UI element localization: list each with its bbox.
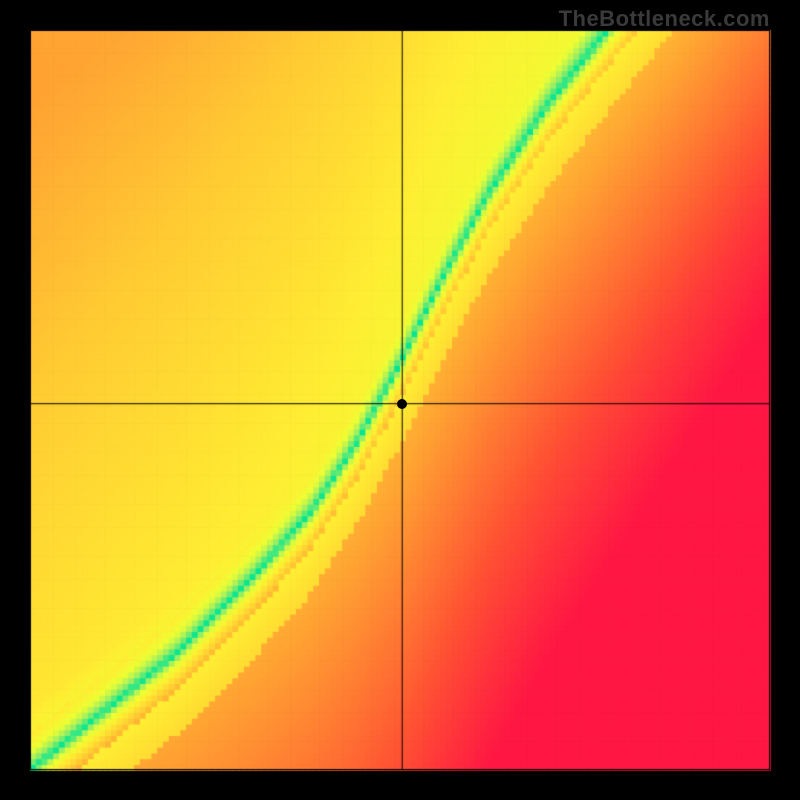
watermark-text: TheBottleneck.com — [559, 6, 770, 32]
chart-container: TheBottleneck.com — [0, 0, 800, 800]
heatmap-canvas — [0, 0, 800, 800]
